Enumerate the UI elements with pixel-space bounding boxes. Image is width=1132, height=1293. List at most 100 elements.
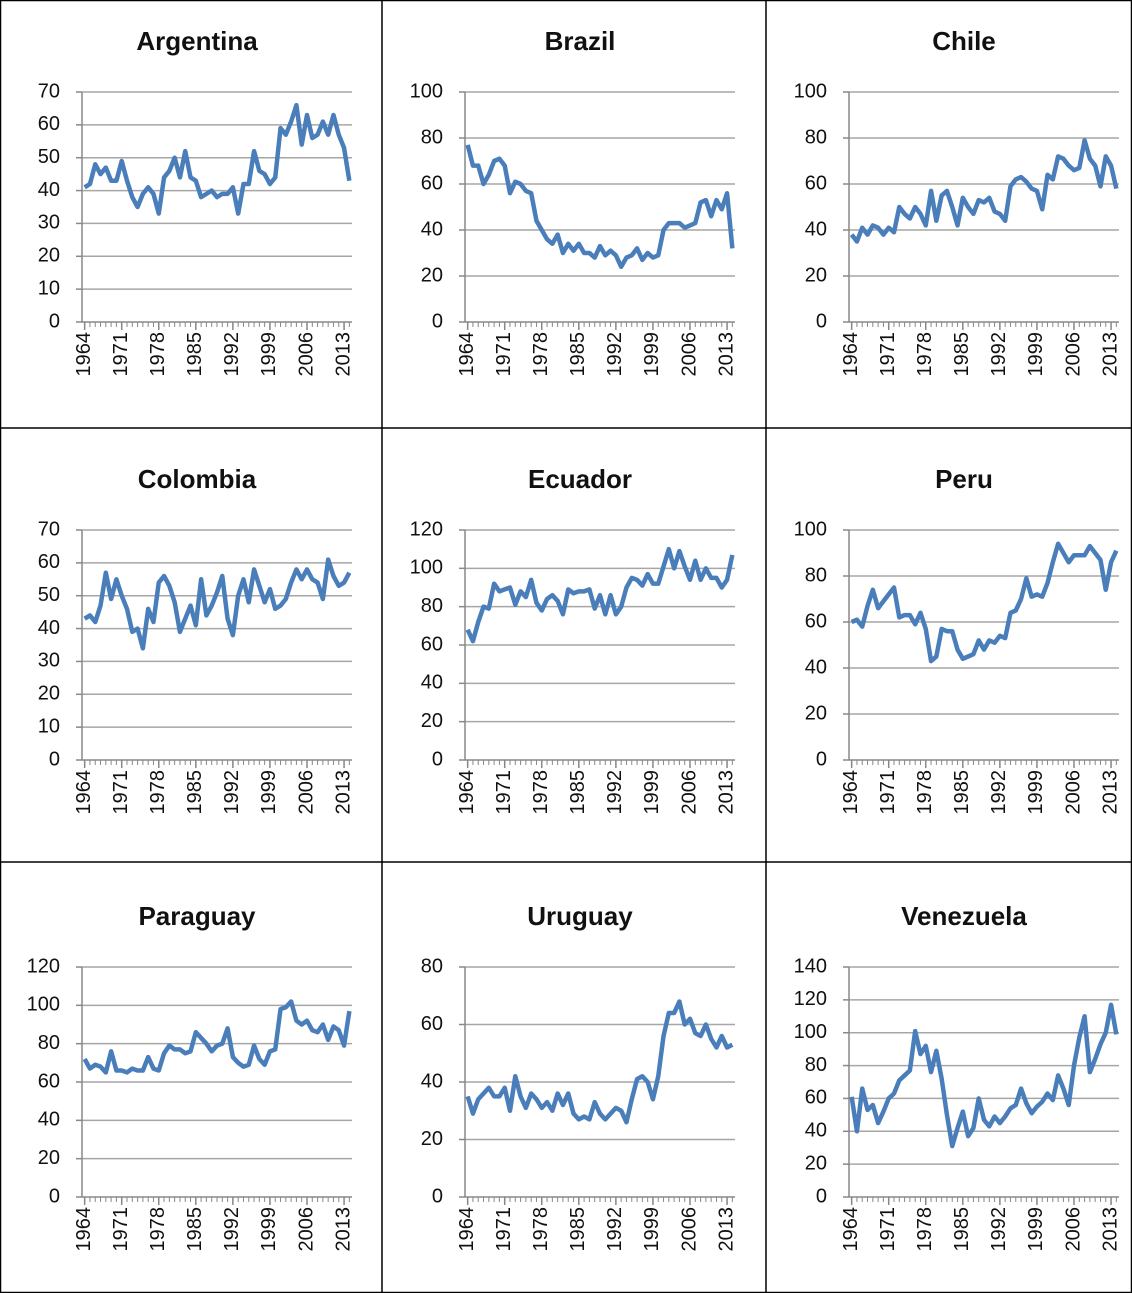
x-tick-label: 1985	[184, 332, 206, 377]
y-tick-label: 140	[794, 955, 827, 977]
x-tick-label: 1985	[567, 770, 589, 815]
x-tick-label: 1992	[221, 770, 243, 815]
y-tick-label: 0	[49, 1185, 60, 1207]
y-tick-label: 0	[432, 1185, 443, 1207]
y-tick-label: 80	[38, 1032, 60, 1054]
x-tick-label: 2006	[295, 332, 317, 377]
x-tick-label: 2013	[1099, 1207, 1121, 1252]
y-tick-label: 80	[805, 126, 827, 148]
y-tick-label: 100	[410, 80, 443, 102]
data-line	[465, 999, 734, 1125]
y-tick-label: 10	[38, 277, 60, 299]
x-tick-label: 2006	[678, 1207, 700, 1252]
x-tick-label: 1999	[1025, 1207, 1047, 1252]
x-tick-label: 1971	[877, 770, 899, 815]
x-tick-label: 1992	[221, 332, 243, 377]
x-tick-label: 2013	[332, 332, 354, 377]
panel: Peru 0 20 40 60 80 100 1964 1971 1978 1985 1992 1999…	[794, 464, 1122, 815]
panel-title: Ecuador	[528, 464, 632, 494]
x-tick-label: 1964	[456, 1207, 478, 1252]
x-tick-label: 1992	[988, 1207, 1010, 1252]
y-tick-label: 0	[432, 310, 443, 332]
y-tick-label: 0	[432, 748, 443, 770]
x-tick-label: 1985	[567, 332, 589, 377]
x-tick-label: 2013	[715, 332, 737, 377]
panel: Venezuela 0 20 40 60 80 100 120 140 1964 1971 1978 1…	[794, 901, 1122, 1252]
data-line	[849, 1002, 1119, 1149]
data-line	[83, 557, 352, 651]
x-tick-label: 1978	[530, 332, 552, 377]
x-tick-label: 1978	[914, 332, 936, 377]
x-tick-label: 1999	[1025, 770, 1047, 815]
x-tick-label: 1985	[951, 332, 973, 377]
y-tick-label: 60	[805, 172, 827, 194]
panel: Argentina 0 10 20 30 40 50 60 70 1964 1971 1978 1985…	[38, 26, 355, 377]
data-line	[849, 138, 1119, 244]
panel: Brazil 0 20 40 60 80 100 1964 1971 1978 1985 1992 19…	[410, 26, 738, 377]
x-tick-label: 1971	[110, 1207, 132, 1252]
y-tick-label: 0	[49, 748, 60, 770]
y-tick-label: 120	[794, 988, 827, 1010]
x-tick-label: 2013	[332, 1207, 354, 1252]
panel-title: Colombia	[138, 464, 257, 494]
y-tick-label: 30	[38, 650, 60, 672]
x-tick-label: 2006	[295, 770, 317, 815]
x-tick-label: 1985	[567, 1207, 589, 1252]
y-tick-label: 40	[38, 617, 60, 639]
data-line	[83, 102, 352, 216]
y-tick-label: 40	[421, 672, 443, 694]
x-tick-label: 1999	[641, 332, 663, 377]
x-tick-label: 1992	[604, 770, 626, 815]
x-tick-label: 2006	[1062, 770, 1084, 815]
x-tick-label: 1999	[641, 1207, 663, 1252]
x-tick-label: 2006	[678, 332, 700, 377]
y-tick-label: 50	[38, 584, 60, 606]
x-tick-label: 1985	[951, 1207, 973, 1252]
y-tick-label: 10	[38, 715, 60, 737]
y-tick-label: 20	[805, 264, 827, 286]
x-tick-label: 1985	[184, 770, 206, 815]
y-tick-label: 70	[38, 80, 60, 102]
x-tick-label: 1992	[988, 770, 1010, 815]
x-tick-label: 1999	[258, 1207, 280, 1252]
x-tick-label: 1971	[877, 1207, 899, 1252]
x-tick-label: 1978	[147, 1207, 169, 1252]
x-tick-label: 2013	[715, 770, 737, 815]
x-tick-label: 1971	[110, 332, 132, 377]
x-tick-label: 1964	[456, 770, 478, 815]
y-tick-label: 20	[805, 702, 827, 724]
y-tick-label: 80	[421, 955, 443, 977]
x-tick-label: 1978	[914, 1207, 936, 1252]
y-tick-label: 40	[38, 179, 60, 201]
y-tick-label: 40	[421, 218, 443, 240]
panel: Paraguay 0 20 40 60 80 100 120 1964 1971 1978 1985 1…	[27, 901, 355, 1252]
y-tick-label: 100	[27, 994, 60, 1016]
x-tick-label: 2013	[1099, 770, 1121, 815]
y-tick-label: 20	[421, 710, 443, 732]
x-tick-label: 1978	[914, 770, 936, 815]
x-tick-label: 2006	[678, 770, 700, 815]
x-tick-label: 1992	[604, 332, 626, 377]
y-tick-label: 20	[38, 245, 60, 267]
panel: Ecuador 0 20 40 60 80 100 120 1964 1971 1978 1985 19…	[410, 464, 738, 815]
y-tick-label: 100	[794, 1021, 827, 1043]
y-tick-label: 60	[805, 610, 827, 632]
x-tick-label: 1971	[877, 332, 899, 377]
x-tick-label: 1978	[147, 770, 169, 815]
y-tick-label: 20	[421, 264, 443, 286]
panel-title: Uruguay	[527, 901, 633, 931]
y-tick-label: 0	[49, 310, 60, 332]
y-tick-label: 60	[38, 551, 60, 573]
y-tick-label: 60	[38, 1070, 60, 1092]
y-tick-label: 60	[805, 1087, 827, 1109]
data-line	[850, 541, 1119, 664]
y-tick-label: 120	[27, 955, 60, 977]
x-tick-label: 1985	[951, 770, 973, 815]
panel-title: Venezuela	[901, 901, 1027, 931]
y-tick-label: 60	[421, 1013, 443, 1035]
y-tick-label: 20	[421, 1128, 443, 1150]
x-tick-label: 2013	[1099, 332, 1121, 377]
y-tick-label: 30	[38, 212, 60, 234]
panel-title: Peru	[935, 464, 993, 494]
